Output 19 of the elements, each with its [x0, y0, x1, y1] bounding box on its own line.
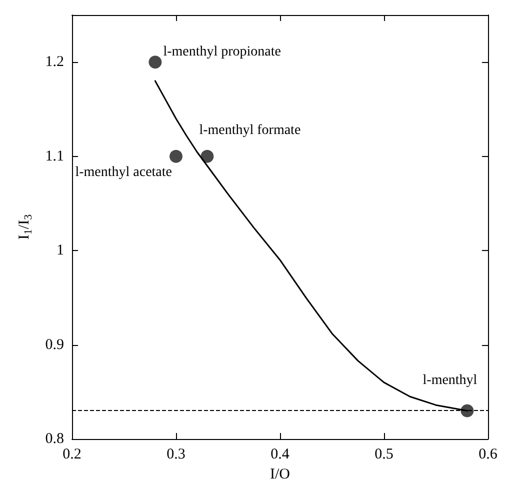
- annotation: l-menthyl formate: [199, 122, 301, 138]
- x-tick-label: 0.2: [62, 446, 82, 462]
- y-tick-label: 0.9: [45, 336, 64, 353]
- annotation: l-menthyl propionate: [163, 44, 282, 60]
- annotation: l-menthyl: [422, 373, 478, 388]
- x-tick-label: 0.5: [374, 446, 394, 462]
- x-axis-title: I/O: [270, 466, 290, 482]
- x-tick-label: 0.4: [270, 446, 290, 462]
- point: [148, 56, 162, 69]
- y-tick-label: 1: [56, 242, 64, 259]
- y-tick-label: 1.1: [45, 148, 64, 164]
- point: [200, 150, 214, 163]
- x-tick-label: 0.6: [478, 446, 498, 462]
- y-axis-title: I1/I3: [16, 214, 34, 240]
- point: [170, 150, 182, 163]
- x-tick-label: 0.3: [166, 446, 186, 462]
- y-tick-label: 0.8: [45, 431, 64, 447]
- annotation: l-menthyl acetate: [75, 164, 172, 180]
- y-tick-label: 1.2: [45, 54, 64, 70]
